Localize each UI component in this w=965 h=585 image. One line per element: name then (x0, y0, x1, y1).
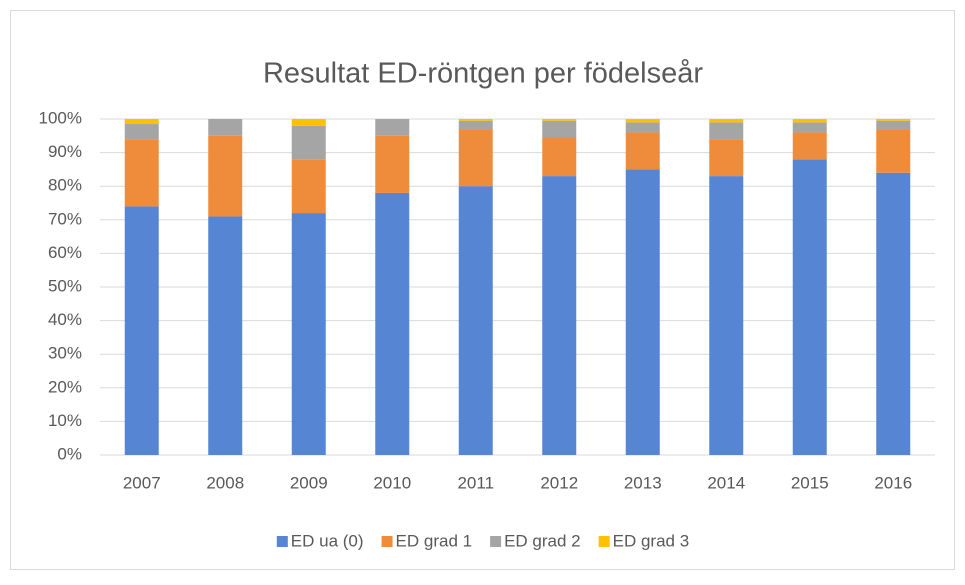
bar-segment (542, 137, 577, 177)
legend-label: ED grad 3 (613, 531, 690, 550)
x-tick-label: 2007 (123, 473, 161, 492)
bar-segment (124, 139, 159, 207)
bar-segment (458, 186, 493, 455)
x-tick-label: 2012 (540, 473, 578, 492)
legend-label: ED ua (0) (291, 531, 364, 550)
bar-segment (542, 120, 577, 138)
legend-swatch (490, 536, 502, 547)
chart-title: Resultat ED-röntgen per födelseår (263, 58, 703, 90)
bar-segment (124, 124, 159, 140)
legend-label: ED grad 2 (504, 531, 581, 550)
x-tick-label: 2009 (290, 473, 328, 492)
bar-segment (458, 119, 493, 121)
bar-segment (625, 169, 660, 455)
bar-segment (709, 119, 744, 123)
y-tick-label: 30% (48, 344, 82, 363)
y-tick-label: 50% (48, 276, 82, 295)
bar-segment (375, 192, 410, 456)
bar-segment (542, 119, 577, 121)
y-tick-label: 70% (48, 209, 82, 228)
y-tick-label: 100% (39, 108, 82, 127)
y-tick-label: 20% (48, 377, 82, 396)
bar-segment (208, 119, 243, 136)
x-tick-label: 2010 (373, 473, 411, 492)
y-tick-label: 40% (48, 310, 82, 329)
y-tick-label: 90% (48, 142, 82, 161)
legend-swatch (276, 536, 288, 547)
bar-segment (625, 122, 660, 133)
x-tick-label: 2014 (707, 473, 745, 492)
bar-segment (542, 176, 577, 455)
bar-segment (291, 125, 326, 160)
bar-segment (709, 176, 744, 455)
bar-segment (709, 122, 744, 140)
x-tick-label: 2013 (624, 473, 662, 492)
y-tick-label: 10% (48, 411, 82, 430)
bar-segment (458, 129, 493, 187)
x-tick-label: 2016 (874, 473, 912, 492)
bar-segment (792, 119, 827, 123)
bar-segment (876, 119, 911, 121)
legend-swatch (381, 536, 393, 547)
legend-swatch (598, 536, 610, 547)
bar-segment (375, 119, 410, 136)
x-tick-label: 2011 (457, 473, 494, 492)
bar-segment (124, 206, 159, 455)
bar-segment (291, 159, 326, 214)
bar-segment (876, 172, 911, 455)
bar-segment (208, 216, 243, 455)
bar-segment (625, 132, 660, 170)
bar-segment (792, 132, 827, 160)
y-tick-label: 60% (48, 243, 82, 262)
bar-segment (291, 213, 326, 455)
bar-segment (625, 119, 660, 123)
bar-segment (208, 135, 243, 217)
legend-label: ED grad 1 (396, 531, 473, 550)
y-tick-label: 0% (57, 444, 82, 463)
y-tick-label: 80% (48, 176, 82, 195)
bar-segment (709, 139, 744, 177)
bar-segment (792, 122, 827, 133)
bar-segment (792, 159, 827, 455)
bar-segment (124, 119, 159, 125)
x-tick-label: 2015 (791, 473, 829, 492)
bar-segment (458, 120, 493, 130)
x-tick-label: 2008 (206, 473, 244, 492)
bar-segment (291, 119, 326, 126)
bar-segment (876, 120, 911, 130)
bar-segment (375, 135, 410, 193)
bar-segment (876, 129, 911, 173)
